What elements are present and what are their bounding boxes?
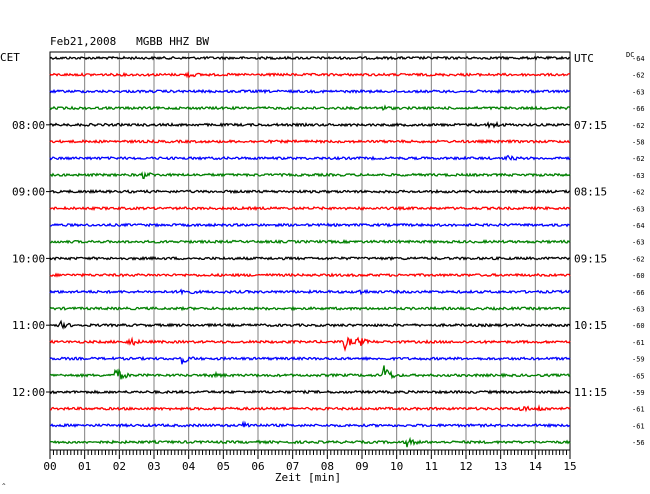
trace-row-3 bbox=[49, 104, 571, 111]
trace-row-8 bbox=[49, 188, 571, 195]
trace-row-18 bbox=[49, 355, 571, 365]
cet-time-labels: 08:00 09:00 10:00 11:00 12:00 bbox=[12, 119, 50, 399]
dc-value: -64 bbox=[632, 222, 645, 230]
dc-value: -63 bbox=[632, 306, 645, 314]
x-tick-label: 05 bbox=[217, 460, 230, 473]
dc-value: -61 bbox=[632, 422, 645, 430]
trace-row-22 bbox=[49, 420, 571, 429]
x-tick-label: 13 bbox=[494, 460, 507, 473]
cet-label: 11:00 bbox=[12, 319, 45, 332]
utc-label: 11:15 bbox=[574, 386, 607, 399]
trace-row-12 bbox=[49, 255, 571, 262]
x-tick-label: 10 bbox=[390, 460, 403, 473]
trace-row-1 bbox=[49, 70, 571, 79]
cet-label: 09:00 bbox=[12, 186, 45, 199]
x-tick-label: 04 bbox=[182, 460, 196, 473]
dc-value: -63 bbox=[632, 205, 645, 213]
x-tick-label: 15 bbox=[563, 460, 576, 473]
cet-label: 10:00 bbox=[12, 252, 45, 265]
trace-row-15 bbox=[49, 305, 571, 312]
trace-row-6 bbox=[49, 154, 571, 162]
x-tick-label: 02 bbox=[113, 460, 126, 473]
dc-value: -60 bbox=[632, 272, 645, 280]
x-tick-label: 08 bbox=[321, 460, 334, 473]
trace-row-13 bbox=[49, 272, 571, 278]
x-tick-label: 01 bbox=[78, 460, 91, 473]
utc-label: 08:15 bbox=[574, 186, 607, 199]
trace-row-19 bbox=[49, 365, 571, 380]
dc-value: -60 bbox=[632, 322, 645, 330]
x-tick-label: 12 bbox=[459, 460, 472, 473]
dc-value: -59 bbox=[632, 389, 645, 397]
dc-value: -61 bbox=[632, 339, 645, 347]
x-tick-label: 14 bbox=[529, 460, 543, 473]
chart-title: Feb21,2008 MGBB HHZ BW bbox=[50, 35, 209, 48]
dc-value: -62 bbox=[632, 122, 645, 130]
x-tick-label: 09 bbox=[355, 460, 368, 473]
utc-label: 10:15 bbox=[574, 319, 607, 332]
dc-value: -61 bbox=[632, 406, 645, 414]
trace-row-23 bbox=[49, 436, 571, 448]
utc-time-labels: UTC 07:15 08:15 09:15 10:15 11:15 bbox=[574, 52, 607, 399]
x-axis-label: Zeit [min] bbox=[275, 471, 341, 484]
trace-row-2 bbox=[49, 88, 571, 95]
dc-value: -63 bbox=[632, 172, 645, 180]
trace-row-4 bbox=[49, 120, 571, 129]
utc-label: 09:15 bbox=[574, 252, 607, 265]
trace-row-5 bbox=[49, 138, 570, 145]
x-tick-label: 11 bbox=[425, 460, 438, 473]
x-tick-label: 06 bbox=[251, 460, 264, 473]
trace-row-10 bbox=[49, 222, 570, 228]
dc-value: -62 bbox=[632, 72, 645, 80]
dc-value: -62 bbox=[632, 189, 645, 197]
trace-row-14 bbox=[49, 288, 571, 296]
dc-value: -65 bbox=[632, 372, 645, 380]
dc-value: -62 bbox=[632, 155, 645, 163]
minute-grid bbox=[84, 52, 536, 450]
dc-label: DC bbox=[626, 51, 634, 59]
utc-label: UTC bbox=[574, 52, 594, 65]
dc-value: -66 bbox=[632, 289, 645, 297]
left-axis-label: CET bbox=[0, 51, 20, 64]
dc-value: -56 bbox=[632, 439, 645, 447]
dc-value: -58 bbox=[632, 139, 645, 147]
dc-value: -63 bbox=[632, 88, 645, 96]
dc-value: -59 bbox=[632, 356, 645, 364]
plot-frame bbox=[49, 51, 571, 451]
dc-value: -64 bbox=[632, 55, 645, 63]
corner-mark: ^ bbox=[2, 483, 6, 490]
trace-row-0 bbox=[49, 55, 571, 61]
trace-row-21 bbox=[49, 404, 571, 413]
x-tick-label: 07 bbox=[286, 460, 299, 473]
trace-row-9 bbox=[49, 205, 571, 212]
utc-label: 07:15 bbox=[574, 119, 607, 132]
cet-label: 12:00 bbox=[12, 386, 45, 399]
dc-value: -62 bbox=[632, 255, 645, 263]
dc-offset-labels: -64 -62 -63 -66 -62 -58 -62 -63 -62 -63 -64 -63 -62 -… bbox=[632, 55, 645, 447]
seismic-traces bbox=[49, 55, 571, 448]
x-axis: 00 01 02 03 04 05 06 07 08 09 10 11 12 13 14 15 bbox=[43, 450, 577, 473]
dc-value: -66 bbox=[632, 105, 645, 113]
x-tick-label: 03 bbox=[147, 460, 160, 473]
x-tick-label: 00 bbox=[43, 460, 56, 473]
trace-row-16 bbox=[49, 319, 571, 330]
trace-row-20 bbox=[49, 389, 571, 395]
dc-value: -63 bbox=[632, 239, 645, 247]
trace-row-7 bbox=[49, 171, 571, 180]
trace-row-11 bbox=[49, 239, 571, 245]
cet-label: 08:00 bbox=[12, 119, 45, 132]
trace-row-17 bbox=[49, 336, 571, 352]
